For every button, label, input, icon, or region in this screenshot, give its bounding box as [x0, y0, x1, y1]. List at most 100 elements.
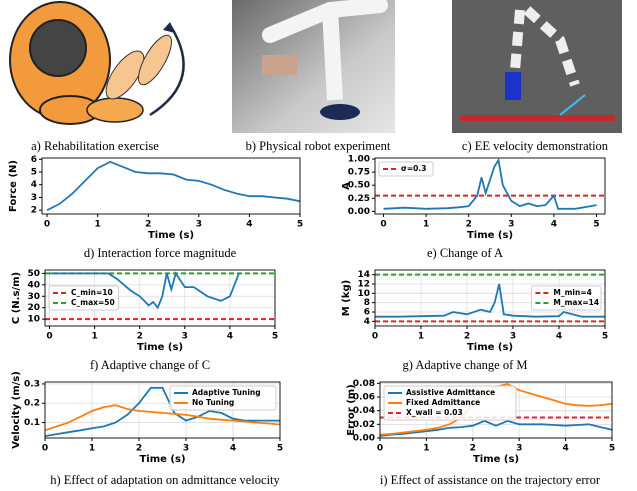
- caption: b) Physical robot experiment: [246, 139, 391, 153]
- x-tick-label: 1: [95, 220, 101, 230]
- y-tick-label: 5: [31, 168, 37, 178]
- chart: 0.1 0.2 0.3 0 1 2 3 4 5 Time (s) Velocity (m/s) h) …: [11, 371, 283, 487]
- x-tick-label: 0: [372, 332, 378, 342]
- x-tick-label: 5: [272, 332, 278, 342]
- y-axis-label: C (N.s/m): [11, 272, 22, 324]
- x-tick-label: 0: [42, 444, 48, 454]
- x-tick-label: 4: [227, 332, 233, 342]
- x-tick-label: 3: [182, 332, 188, 342]
- y-axis-label: Force (N): [8, 160, 19, 212]
- x-tick-label: 3: [196, 220, 202, 230]
- legend-label: Fixed Admittance: [406, 398, 480, 407]
- caption: h) Effect of adaptation on admittance ve…: [50, 473, 280, 487]
- x-tick-label: 5: [593, 220, 599, 230]
- x-axis-label: Time (s): [139, 454, 185, 465]
- y-tick-label: 1.00: [348, 155, 370, 165]
- caption: a) Rehabilitation exercise: [31, 139, 159, 153]
- caption: e) Change of A: [427, 246, 503, 260]
- legend-label: C_max=50: [71, 298, 115, 307]
- x-axis-label: Time (s): [148, 230, 194, 241]
- x-tick-label: 5: [602, 332, 608, 342]
- caption: c) EE velocity demonstration: [462, 139, 609, 153]
- y-tick-label: 0.2: [24, 399, 40, 409]
- x-tick-label: 1: [423, 444, 429, 454]
- y-tick-label: 0.00: [348, 207, 370, 217]
- figure: a) Rehabilitation exercise b) Physical r…: [0, 0, 637, 491]
- y-axis-label: A: [341, 182, 352, 190]
- x-axis-label: Time (s): [467, 342, 513, 353]
- y-tick-label: 6: [31, 155, 37, 165]
- y-tick-label: 12: [357, 280, 370, 290]
- y-tick-label: 10: [27, 315, 40, 325]
- y-tick-label: 4: [364, 317, 370, 327]
- chart: 10 2030 4050 0 1 2 3 4 5 Time (s) C (N.s/m) f) Adap…: [11, 269, 278, 372]
- legend-label: X_wall = 0.03: [406, 408, 463, 417]
- caption: g) Adaptive change of M: [403, 358, 528, 372]
- x-tick-label: 3: [516, 444, 522, 454]
- sim-screenshot: [452, 0, 622, 133]
- x-tick-label: 1: [418, 332, 424, 342]
- rehab-illustration: [10, 2, 184, 124]
- x-tick-label: 0: [380, 220, 386, 230]
- x-tick-label: 5: [297, 220, 303, 230]
- x-tick-label: 5: [277, 444, 283, 454]
- x-tick-label: 4: [562, 444, 568, 454]
- x-tick-label: 2: [145, 220, 151, 230]
- y-tick-label: 0.3: [24, 379, 40, 389]
- x-tick-label: 0: [44, 220, 50, 230]
- x-tick-label: 2: [464, 332, 470, 342]
- x-tick-label: 0: [46, 332, 52, 342]
- y-tick-label: 0.75: [348, 168, 370, 178]
- x-tick-label: 2: [137, 332, 143, 342]
- caption: d) Interaction force magnitude: [84, 246, 237, 260]
- legend-label: σ=0.3: [401, 164, 426, 173]
- y-axis-label: Velocity (m/s): [11, 371, 22, 449]
- caption: i) Effect of assistance on the trajector…: [380, 473, 601, 487]
- legend-label: M_min=4: [553, 288, 591, 297]
- legend-label: M_max=14: [553, 298, 599, 307]
- x-tick-label: 3: [510, 332, 516, 342]
- y-tick-label: 4: [31, 180, 37, 190]
- y-tick-label: 50: [27, 269, 40, 279]
- y-tick-label: 0.25: [348, 194, 370, 204]
- x-axis-label: Time (s): [137, 342, 183, 353]
- legend-label: Adaptive Tuning: [192, 388, 261, 397]
- y-tick-label: 30: [27, 292, 40, 302]
- y-tick-label: 6: [364, 308, 370, 318]
- y-tick-label: 40: [27, 280, 40, 290]
- y-tick-label: 3: [31, 193, 37, 203]
- caption: f) Adaptive change of C: [90, 358, 210, 372]
- y-tick-label: 0.1: [24, 418, 40, 428]
- x-tick-label: 4: [246, 220, 252, 230]
- y-tick-label: 14: [357, 270, 370, 280]
- legend-label: Assistive Admittance: [406, 388, 495, 397]
- x-axis-label: Time (s): [473, 454, 519, 465]
- x-tick-label: 4: [551, 220, 557, 230]
- x-tick-label: 5: [609, 444, 615, 454]
- x-tick-label: 1: [423, 220, 429, 230]
- robot-photo: [232, 0, 395, 133]
- y-axis-label: M (kg): [341, 280, 352, 316]
- y-axis-label: Error (m): [346, 384, 357, 436]
- x-tick-label: 2: [466, 220, 472, 230]
- x-tick-label: 2: [136, 444, 142, 454]
- x-tick-label: 4: [230, 444, 236, 454]
- x-tick-label: 1: [89, 444, 95, 454]
- y-tick-label: 2: [31, 206, 37, 216]
- x-tick-label: 4: [556, 332, 562, 342]
- chart: 2 3 4 5 6 0 1 2 3 4 5 Time (s) Force (N) d) Interacti…: [8, 155, 303, 260]
- y-tick-label: 10: [357, 289, 370, 299]
- x-axis-label: Time (s): [467, 230, 513, 241]
- x-tick-label: 0: [377, 444, 383, 454]
- x-tick-label: 2: [470, 444, 476, 454]
- legend-label: No Tuning: [192, 398, 234, 407]
- x-tick-label: 3: [183, 444, 189, 454]
- x-tick-label: 1: [91, 332, 97, 342]
- x-tick-label: 3: [508, 220, 514, 230]
- y-tick-label: 20: [27, 303, 40, 313]
- legend-label: C_min=10: [71, 288, 113, 297]
- y-tick-label: 8: [364, 298, 370, 308]
